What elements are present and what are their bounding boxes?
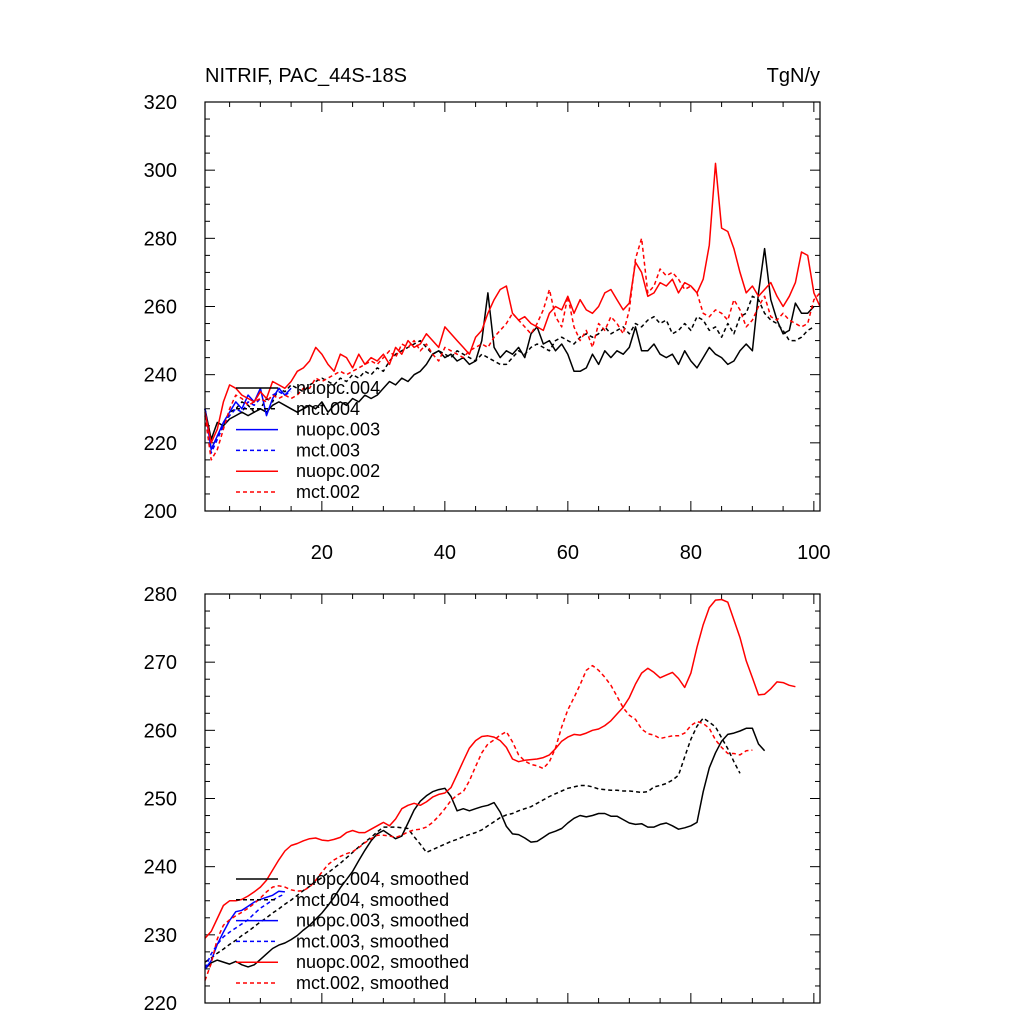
bottom-panel: 220 230 240 250 260 270 280 nuopc.004, smoothe…: [144, 584, 821, 1015]
top-chart-title: NITRIF, PAC_44S-18S: [205, 65, 407, 87]
bottom-series-mct-004-smoothed: [204, 717, 741, 963]
bottom-legend-label: nuopc.004, smoothed: [296, 869, 469, 889]
top-ytick-label: 220: [144, 433, 177, 455]
bottom-ytick-label: 250: [144, 789, 177, 811]
bottom-ytick-label: 240: [144, 857, 177, 879]
top-ytick-label: 280: [144, 228, 177, 250]
top-legend: nuopc.004mct.004nuopc.003mct.003nuopc.00…: [236, 378, 380, 502]
bottom-series-nuopc-002-smoothed: [204, 598, 796, 939]
top-series-group: [204, 162, 821, 461]
bottom-ytick-label: 280: [144, 584, 177, 606]
top-ytick-label: 200: [144, 501, 177, 523]
bottom-legend-label: mct.004, smoothed: [296, 890, 449, 910]
top-legend-label: nuopc.004: [296, 378, 380, 398]
top-series-nuopc-003: [204, 387, 292, 451]
top-series-nuopc-004: [204, 247, 815, 441]
top-ytick-label: 320: [144, 92, 177, 114]
top-xtick-label: 40: [434, 542, 456, 564]
top-legend-label: nuopc.003: [296, 420, 380, 440]
top-chart-units: TgN/y: [767, 65, 820, 87]
top-series-mct-004: [204, 295, 815, 451]
bottom-ytick-label: 260: [144, 720, 177, 742]
bottom-series-nuopc-004-smoothed: [204, 727, 766, 970]
top-legend-label: mct.002: [296, 482, 360, 502]
bottom-ytick-label: 270: [144, 652, 177, 674]
bottom-ytick-label: 230: [144, 925, 177, 947]
bottom-ytick-label: 220: [144, 993, 177, 1015]
bottom-legend-label: mct.002, smoothed: [296, 973, 449, 993]
top-legend-label: mct.004: [296, 399, 360, 419]
top-legend-label: nuopc.002: [296, 461, 380, 481]
bottom-legend-label: mct.003, smoothed: [296, 931, 449, 951]
top-xtick-label: 80: [680, 542, 702, 564]
bottom-series-mct-003-smoothed: [204, 893, 286, 969]
top-panel: NITRIF, PAC_44S-18S TgN/y 200 220 240 260 28…: [144, 65, 831, 564]
top-series-nuopc-002: [204, 162, 821, 444]
bottom-plot-frame: [204, 593, 821, 1004]
top-xtick-label: 20: [311, 542, 333, 564]
top-axis-ticks: 200 220 240 260 280 300 320 20 40 60 80 100: [144, 92, 831, 564]
bottom-legend-label: nuopc.002, smoothed: [296, 952, 469, 972]
top-ytick-label: 300: [144, 160, 177, 182]
bottom-axis-ticks: 220 230 240 250 260 270 280: [144, 584, 820, 1015]
top-legend-label: mct.003: [296, 440, 360, 460]
top-xtick-label: 60: [557, 542, 579, 564]
bottom-legend-label: nuopc.003, smoothed: [296, 911, 469, 931]
top-series-mct-003: [204, 390, 292, 454]
bottom-series-group: [204, 598, 796, 981]
bottom-series-mct-002-smoothed: [204, 664, 753, 981]
bottom-series-nuopc-003-smoothed: [204, 890, 285, 970]
top-ytick-label: 260: [144, 297, 177, 319]
top-ytick-label: 240: [144, 365, 177, 387]
top-xtick-label: 100: [797, 542, 830, 564]
top-plot-frame: [204, 101, 821, 512]
